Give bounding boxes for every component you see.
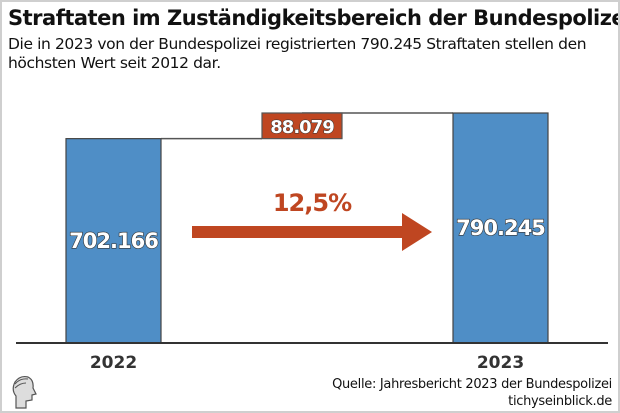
x-tick-label: 2022 <box>90 353 137 373</box>
change-percent-label: 12,5% <box>273 189 352 217</box>
bar-value-label: 702.166 <box>69 229 158 253</box>
difference-label: 88.079 <box>270 117 334 138</box>
difference-box <box>261 112 343 140</box>
chart-title: Straftaten im Zuständigkeitsbereich der … <box>8 6 620 30</box>
increase-arrow-icon <box>192 213 432 251</box>
source-note: Quelle: Jahresbericht 2023 der Bundespol… <box>332 377 612 392</box>
x-tick-label: 2023 <box>477 353 524 373</box>
bar-2023 <box>452 112 549 344</box>
logo-head-icon <box>12 375 37 409</box>
bar-value-label: 790.245 <box>456 216 545 240</box>
chart-subtitle: Die in 2023 von der Bundespolizei regist… <box>8 35 587 72</box>
website-credit: tichyseinblick.de <box>508 394 612 409</box>
